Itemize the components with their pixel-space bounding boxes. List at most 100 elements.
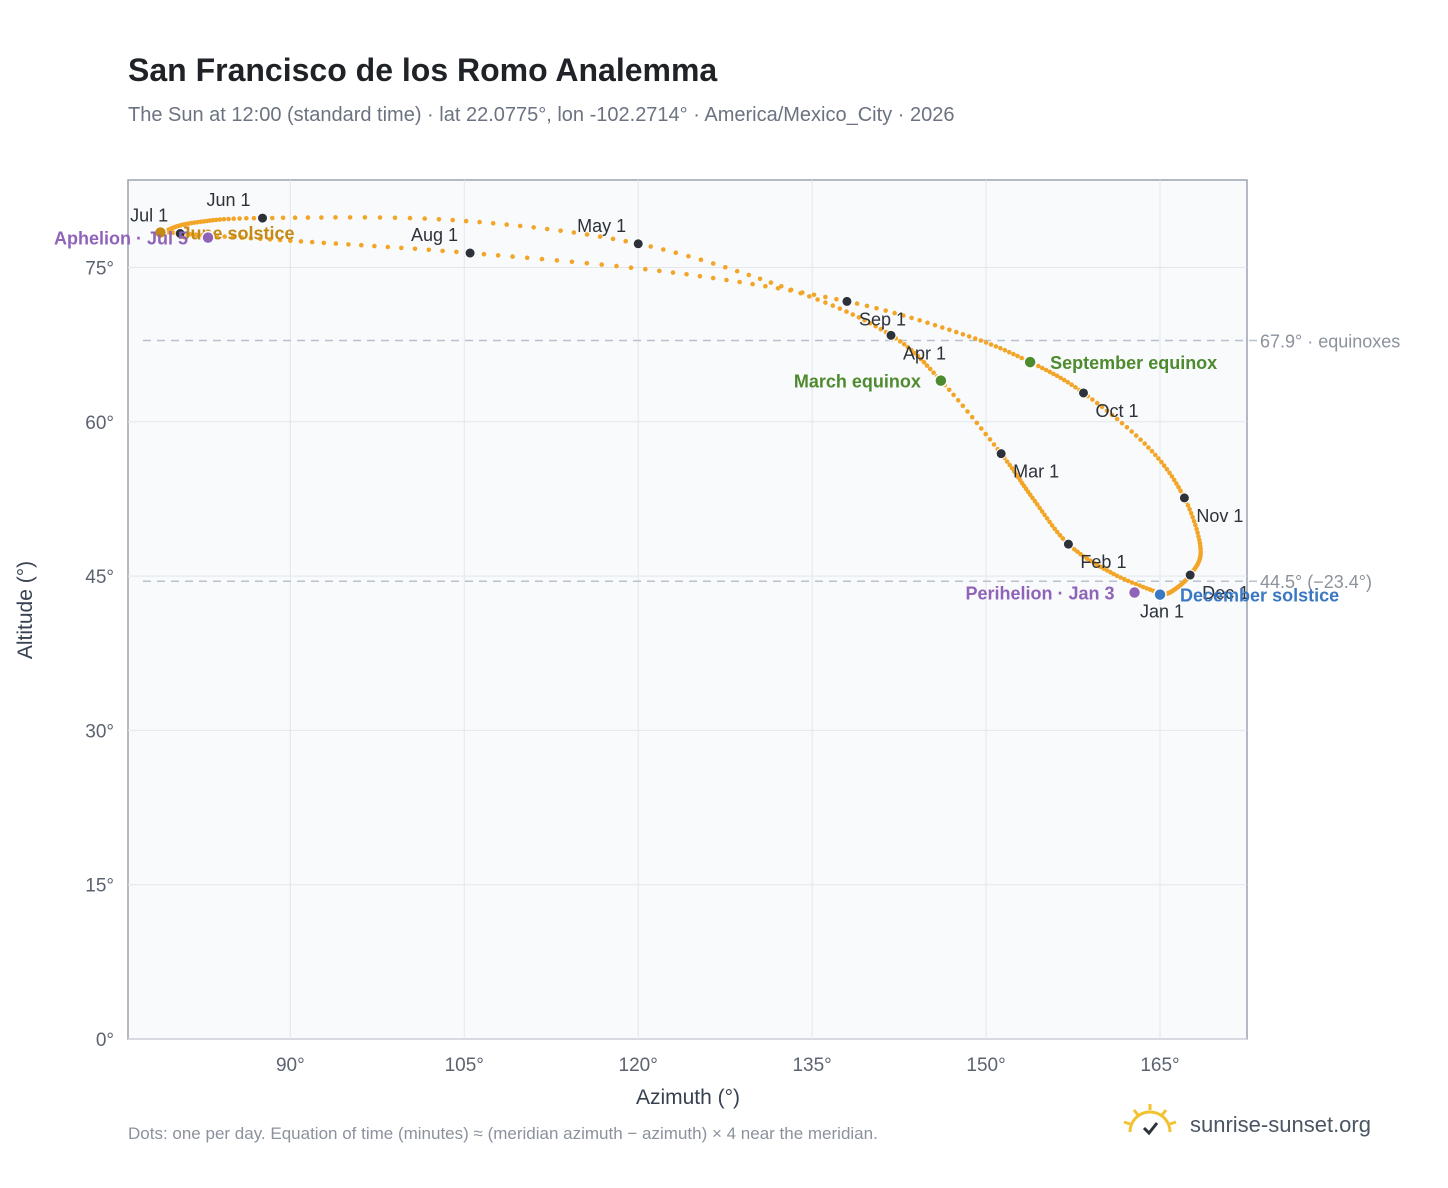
daily-dot (932, 322, 938, 328)
daily-dot (998, 346, 1003, 351)
daily-dot (965, 409, 970, 414)
brand-logo[interactable]: sunrise-sunset.org (1120, 1100, 1390, 1150)
daily-dot (558, 228, 563, 233)
daily-dot (1114, 573, 1120, 579)
daily-dot (1036, 363, 1041, 369)
daily-dot (724, 277, 729, 283)
month-marker (1077, 387, 1089, 399)
daily-dot (924, 363, 930, 368)
daily-dot (1060, 536, 1066, 541)
daily-dot (1039, 509, 1045, 514)
daily-dot (1044, 516, 1050, 521)
daily-dot (1174, 481, 1179, 486)
daily-dot (951, 392, 956, 398)
daily-dot (1088, 558, 1093, 564)
y-tick-label: 60° (85, 413, 114, 434)
daily-dot (969, 414, 975, 420)
daily-dot (292, 215, 298, 220)
daily-dot (610, 236, 616, 242)
daily-dot (213, 217, 219, 223)
daily-dot (277, 237, 283, 243)
month-label: Oct 1 (1095, 401, 1138, 421)
brand-name: sunrise-sunset.org (1190, 1112, 1371, 1137)
daily-dot (504, 222, 510, 227)
daily-dot (927, 366, 933, 372)
daily-dot (510, 254, 515, 259)
daily-dot (978, 338, 984, 343)
daily-dot (661, 247, 666, 252)
month-marker (1062, 538, 1074, 550)
daily-dot (779, 284, 784, 289)
daily-dot (584, 232, 590, 237)
month-marker (174, 227, 186, 239)
daily-dot (1159, 459, 1164, 465)
daily-dot (1187, 507, 1192, 512)
daily-dot (960, 332, 966, 337)
daily-dot (915, 353, 921, 359)
daily-dot (1035, 502, 1040, 507)
daily-dot (1069, 382, 1074, 388)
daily-dot (697, 273, 703, 279)
daily-dot (734, 268, 740, 274)
daily-dot (267, 237, 273, 242)
daily-dot (230, 234, 236, 240)
daily-dot (481, 251, 487, 257)
daily-dot (955, 398, 961, 403)
month-label: Apr 1 (903, 343, 946, 363)
daily-dot (684, 272, 689, 277)
daily-dot (298, 239, 304, 244)
daily-dot (867, 321, 873, 326)
daily-dot (187, 232, 193, 237)
daily-dot (1078, 551, 1083, 557)
daily-dot (972, 336, 978, 341)
daily-dot (940, 325, 945, 330)
daily-dot (1032, 498, 1038, 504)
x-tick-label: 90° (276, 1055, 305, 1076)
daily-dot (407, 215, 413, 221)
plot-area (127, 179, 1248, 1040)
daily-dot (569, 259, 575, 265)
daily-dot (1156, 456, 1161, 461)
daily-dot (1011, 351, 1016, 357)
daily-dot (571, 230, 577, 235)
daily-dot (1057, 533, 1063, 538)
daily-dot (1190, 514, 1195, 520)
reference-lines: 67.9° · equinoxes 44.5° (−23.4°) (143, 331, 1400, 592)
daily-dot (854, 301, 860, 306)
event-marker (1153, 587, 1167, 602)
daily-dot (244, 216, 249, 221)
daily-dot (1194, 526, 1199, 532)
month-marker (995, 448, 1007, 460)
daily-dot (1146, 445, 1151, 450)
daily-dot (1108, 569, 1113, 575)
daily-dot (823, 300, 828, 305)
daily-dot (477, 219, 482, 225)
daily-dot (1090, 397, 1095, 402)
daily-dot (1072, 547, 1077, 552)
daily-dot (305, 215, 311, 220)
daily-dot (440, 248, 445, 254)
daily-dot (883, 308, 888, 313)
daily-dot (1133, 433, 1139, 438)
daily-dot (372, 243, 377, 249)
daily-dot (1049, 523, 1055, 528)
daily-dot (623, 238, 628, 244)
daily-dot (897, 339, 903, 344)
daily-dot (979, 426, 984, 431)
y-tick-label: 30° (85, 721, 114, 742)
daily-dot (643, 266, 648, 272)
daily-dot (1118, 575, 1123, 580)
daily-dot (1185, 503, 1191, 508)
daily-dot (222, 234, 227, 239)
daily-dot (321, 240, 327, 246)
reference-label: 44.5° (−23.4°) (1260, 572, 1372, 592)
event-label: June solstice (180, 223, 294, 243)
daily-dot (1073, 385, 1078, 390)
daily-dot (844, 309, 849, 314)
daily-dot (1195, 530, 1200, 536)
x-tick-label: 150° (966, 1055, 1005, 1076)
daily-dot (987, 437, 993, 442)
daily-dot (1075, 549, 1080, 555)
daily-dot (921, 360, 927, 365)
